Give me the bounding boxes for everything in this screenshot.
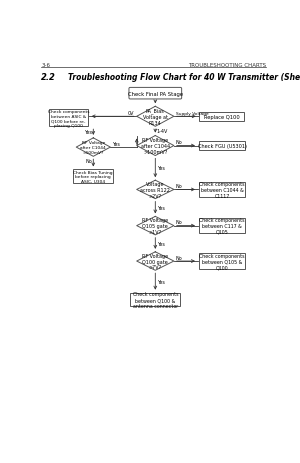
Bar [130, 293, 181, 307]
Text: Yes: Yes [157, 166, 165, 171]
Text: PA_Bias
Voltage at
R134: PA_Bias Voltage at R134 [143, 108, 168, 125]
Text: Yes: Yes [157, 279, 165, 284]
Text: RF Voltage
after C1044
>100mV?: RF Voltage after C1044 >100mV? [80, 141, 106, 154]
Text: Check Bias Tuning
before replacing
ASIC, U304: Check Bias Tuning before replacing ASIC,… [74, 170, 113, 183]
Text: Supply Voltage: Supply Voltage [176, 112, 209, 115]
Bar [199, 254, 245, 269]
Text: Replace Q100: Replace Q100 [204, 114, 240, 119]
Text: Check FGU (U5301): Check FGU (U5301) [197, 144, 246, 149]
Bar [73, 170, 113, 184]
Bar [49, 110, 88, 127]
Text: 3-6: 3-6 [41, 63, 50, 68]
Text: No: No [176, 219, 182, 225]
Text: TROUBLESHOOTING CHARTS: TROUBLESHOOTING CHARTS [188, 63, 266, 68]
Text: No: No [176, 255, 182, 260]
Text: 1-4V: 1-4V [157, 129, 168, 134]
Text: 0V: 0V [128, 111, 134, 115]
Text: Voltage
across R122
>2V?: Voltage across R122 >2V? [140, 182, 170, 198]
Text: No: No [176, 183, 182, 188]
Bar [199, 182, 245, 198]
Polygon shape [137, 136, 174, 156]
Text: Check components
between Q100 &
antenna connector: Check components between Q100 & antenna … [133, 292, 178, 308]
Text: Yes: Yes [112, 141, 120, 146]
Text: RF Voltage
Q100 gate
>7V?: RF Voltage Q100 gate >7V? [142, 253, 168, 270]
Text: Troubleshooting Flow Chart for 40 W Transmitter (Sheet 3 of 3): Troubleshooting Flow Chart for 40 W Tran… [68, 73, 300, 81]
Text: Check Final PA Stage: Check Final PA Stage [128, 92, 183, 96]
Text: Yes: Yes [157, 241, 165, 246]
Polygon shape [137, 217, 174, 235]
Text: RF Voltage
Q105 gate
>1V?: RF Voltage Q105 gate >1V? [142, 218, 168, 234]
FancyBboxPatch shape [129, 88, 182, 100]
Polygon shape [76, 138, 110, 157]
Polygon shape [137, 181, 174, 199]
Text: 2.2: 2.2 [41, 73, 56, 81]
Text: Check components
between Q105 &
Q100: Check components between Q105 & Q100 [199, 253, 245, 270]
Text: Yes: Yes [84, 130, 92, 135]
Polygon shape [137, 107, 174, 127]
Text: RF Voltage
after C1044
>100mV?: RF Voltage after C1044 >100mV? [141, 138, 170, 155]
Text: No: No [176, 140, 182, 144]
Text: Yes: Yes [157, 205, 165, 210]
Text: No: No [85, 158, 92, 163]
Polygon shape [137, 252, 174, 271]
Bar [199, 219, 245, 234]
Text: Check components
between C117 &
Q105: Check components between C117 & Q105 [199, 218, 245, 234]
Bar [199, 142, 245, 151]
Text: Check components
between C1044 &
C1117: Check components between C1044 & C1117 [199, 182, 245, 198]
Bar [200, 113, 244, 122]
Text: Check components
between ASIC &
Q100 before re-
placing Q100: Check components between ASIC & Q100 bef… [48, 110, 89, 127]
